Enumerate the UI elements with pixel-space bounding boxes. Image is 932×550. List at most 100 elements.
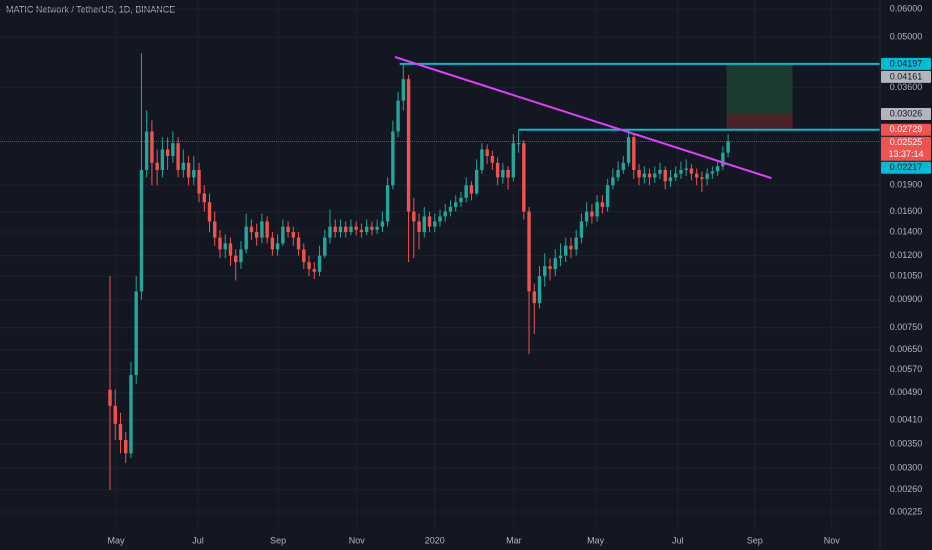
candle-body (401, 79, 406, 101)
candle-body (459, 197, 463, 203)
candle-body (564, 245, 568, 256)
y-tick-label: 0.00410 (890, 414, 923, 424)
candle-body (270, 237, 275, 250)
candle-body (244, 226, 248, 250)
y-tick-label: 0.06000 (890, 4, 923, 14)
candle-body (454, 202, 458, 207)
candle-body (574, 237, 578, 250)
price-tag-label: 0.02217 (890, 162, 923, 172)
candle-body (385, 185, 390, 222)
candle-body (621, 162, 626, 170)
candle-body (275, 243, 280, 250)
y-tick-label: 0.01900 (890, 180, 923, 190)
candle-body (480, 149, 484, 170)
y-tick-label: 0.00350 (890, 439, 923, 449)
candle-body (537, 276, 542, 304)
x-tick-label: 2020 (425, 535, 445, 545)
candle-body (684, 168, 688, 170)
candle-body (443, 211, 447, 217)
candle-body (438, 216, 442, 222)
candle-body (155, 162, 159, 170)
candle-body (291, 232, 296, 238)
candle-body (700, 177, 704, 179)
candle-body (333, 226, 337, 233)
candle-body (124, 439, 128, 454)
candle-body (647, 173, 652, 178)
candle-body (118, 423, 123, 440)
y-tick-label: 0.01400 (890, 226, 923, 236)
candle-body (260, 221, 264, 238)
y-tick-label: 0.00300 (890, 462, 923, 472)
candle-body (516, 143, 521, 145)
candle-body (139, 169, 144, 292)
y-tick-label: 0.01600 (890, 206, 923, 216)
candle-body (474, 169, 479, 194)
candle-body (590, 211, 594, 217)
candle-body (527, 211, 531, 292)
x-tick-label: Nov (349, 535, 366, 545)
y-tick-label: 0.00570 (890, 364, 923, 374)
candle-body (511, 143, 516, 178)
candle-body (344, 226, 348, 233)
countdown: 13:37:14 (888, 149, 923, 159)
candle-body (412, 211, 416, 222)
candle-body (113, 405, 117, 424)
candle-body (176, 143, 180, 170)
y-tick-label: 0.00900 (890, 294, 923, 304)
candle-body (171, 143, 175, 156)
y-tick-label: 0.03600 (890, 82, 923, 92)
candle-body (223, 243, 227, 250)
candle-body (213, 221, 217, 238)
candle-body (679, 169, 683, 174)
candle-body (532, 291, 536, 304)
candle-body (579, 221, 584, 238)
candle-body (364, 226, 369, 233)
axes: 0.06000 0.05000 0.03600 0.01900 0.01600 0.014… (108, 0, 931, 550)
candle-body (705, 173, 709, 179)
candle-body (150, 131, 154, 163)
price-tag (881, 161, 931, 174)
candle-body (689, 168, 694, 174)
candle-body (317, 255, 322, 272)
candle-body (715, 166, 720, 172)
y-tick-label: 0.01050 (890, 270, 923, 280)
candle-body (584, 211, 589, 222)
candle-body (359, 229, 364, 233)
candle-body (674, 173, 678, 178)
position-loss (726, 113, 793, 130)
x-tick-label: Mar (506, 535, 522, 545)
candle-body (207, 202, 212, 222)
x-tick-label: May (108, 535, 126, 545)
candle-body (668, 177, 673, 182)
x-tick-label: Nov (824, 535, 841, 545)
y-tick-label: 0.00750 (890, 322, 923, 332)
candle-body (312, 268, 316, 272)
candle-body (448, 206, 453, 212)
candle-body (543, 266, 547, 277)
candle-body (417, 221, 421, 233)
candle-body (129, 375, 133, 454)
candle-body (485, 149, 489, 156)
trend-line (394, 56, 772, 180)
candle-body (611, 177, 615, 186)
candle-body (186, 162, 191, 178)
candle-body (433, 221, 437, 227)
plot (0, 53, 880, 490)
candle-body (197, 169, 201, 194)
candle-body (192, 169, 196, 178)
y-tick-label: 0.00490 (890, 387, 923, 397)
candle-body (710, 171, 715, 174)
candle-body (144, 131, 149, 170)
position-profit (726, 63, 793, 114)
x-tick-label: Sep (747, 535, 763, 545)
candle-body (632, 137, 636, 170)
candle-body (234, 255, 238, 263)
candle-body (165, 149, 170, 156)
candle-body (495, 162, 500, 178)
candle-body (605, 185, 610, 207)
candle-body (349, 226, 353, 233)
y-tick-label: 0.00650 (890, 344, 923, 354)
candle-body (726, 141, 730, 153)
